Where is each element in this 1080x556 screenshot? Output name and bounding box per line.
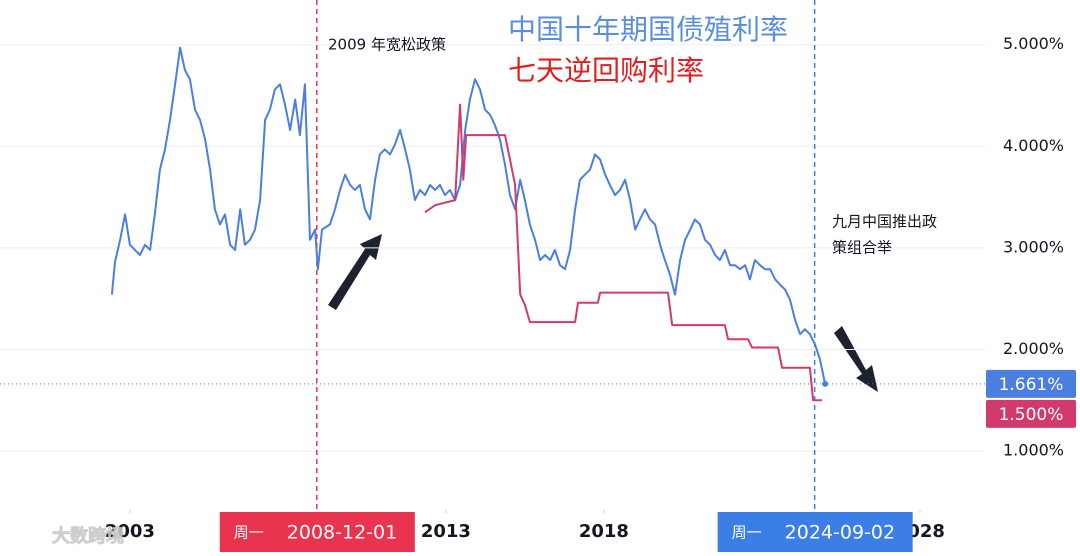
last-value-label: 1.661% (999, 375, 1064, 395)
series-line (110, 46, 827, 385)
x-tick-label: 2013 (421, 521, 471, 542)
date-marker-weekday: 周一 (732, 524, 762, 542)
x-tick-label: 2003 (105, 521, 155, 542)
y-tick-label: 2.000% (1003, 339, 1064, 358)
y-tick-label: 1.000% (1003, 441, 1064, 460)
y-tick-label: 3.000% (1003, 237, 1064, 256)
y-tick-label: 4.000% (1003, 136, 1064, 155)
last-value-tag (986, 399, 1076, 428)
annotation: 策组合举 (832, 239, 892, 257)
date-marker-box (717, 512, 913, 552)
arrow (328, 234, 382, 310)
x-tick-label: 2018 (579, 521, 629, 542)
y-tick-label: 5.000% (1003, 34, 1064, 53)
watermark: 大数跨境 (52, 525, 124, 547)
legend-label: 七天逆回购利率 (508, 54, 704, 87)
date-marker-weekday: 周一 (234, 524, 264, 542)
date-marker-date: 2008-12-01 (287, 522, 397, 544)
last-value-label: 1.500% (999, 405, 1064, 425)
annotation: 2009 年宽松政策 (328, 36, 446, 54)
legend-label: 中国十年期国债殖利率 (508, 13, 788, 46)
series-line (424, 103, 822, 402)
date-marker-box (219, 512, 415, 552)
arrow (834, 326, 878, 392)
last-value-tag (986, 369, 1076, 398)
annotation: 九月中国推出政 (832, 213, 937, 231)
last-point (822, 380, 829, 387)
date-marker-date: 2024-09-02 (785, 522, 895, 544)
